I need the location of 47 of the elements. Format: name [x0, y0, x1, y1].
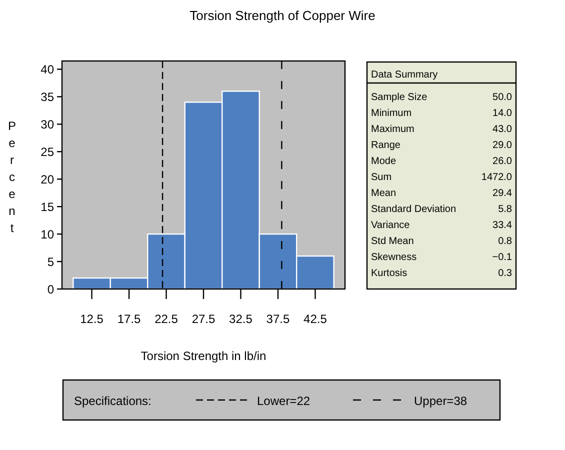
text: 5.8	[498, 204, 512, 215]
y-tick-label: 5	[47, 255, 54, 270]
x-tick-label: 17.5	[117, 312, 142, 326]
y-tick-label: 25	[40, 145, 54, 160]
legend-label: Lower=22	[257, 394, 310, 408]
text: Mean	[371, 188, 396, 199]
legend-title: Specifications:	[74, 394, 152, 408]
text: Kurtosis	[371, 268, 408, 279]
text: Sum	[371, 172, 392, 183]
text: 26.0	[492, 156, 512, 167]
x-tick-label: 42.5	[304, 312, 328, 326]
y-tick-label: 10	[40, 228, 54, 242]
text: 43.0	[492, 124, 512, 135]
text: −0.1	[492, 252, 512, 263]
x-tick-label: 27.5	[192, 312, 216, 326]
text: 29.4	[492, 188, 512, 199]
text: 50.0	[492, 92, 512, 103]
text: Maximum	[371, 124, 414, 135]
y-tick-label: 40	[40, 62, 54, 77]
y-tick-label: 35	[40, 90, 54, 104]
x-tick-label: 32.5	[229, 312, 253, 326]
text: Skewness	[371, 252, 417, 263]
text: 29.0	[492, 140, 512, 151]
text: Sample Size	[371, 92, 428, 103]
text: 1472.0	[481, 172, 512, 183]
text: 0.8	[498, 236, 512, 247]
y-axis-title: Percent	[8, 119, 16, 235]
y-tick-label: 15	[40, 200, 54, 214]
text: Minimum	[371, 108, 412, 119]
text: 14.0	[492, 108, 512, 119]
x-tick-label: 12.5	[80, 312, 104, 326]
text: Standard Deviation	[371, 204, 456, 215]
legend-label: Upper=38	[414, 394, 468, 408]
text: Range	[371, 140, 401, 151]
x-axis-title: Torsion Strength in lb/in	[140, 349, 266, 363]
text: Std Mean	[371, 236, 414, 247]
text: Data Summary	[371, 70, 438, 80]
text: Mode	[371, 156, 396, 167]
chart-title: Torsion Strength of Copper Wire	[190, 8, 376, 23]
text: 0.3	[498, 268, 512, 279]
y-tick-label: 0	[47, 282, 54, 296]
text: Variance	[371, 220, 410, 231]
y-tick-label: 30	[40, 118, 54, 132]
x-tick-label: 22.5	[154, 312, 178, 326]
x-tick-label: 37.5	[266, 312, 290, 326]
text: 33.4	[492, 220, 512, 231]
y-tick-label: 20	[40, 172, 54, 187]
